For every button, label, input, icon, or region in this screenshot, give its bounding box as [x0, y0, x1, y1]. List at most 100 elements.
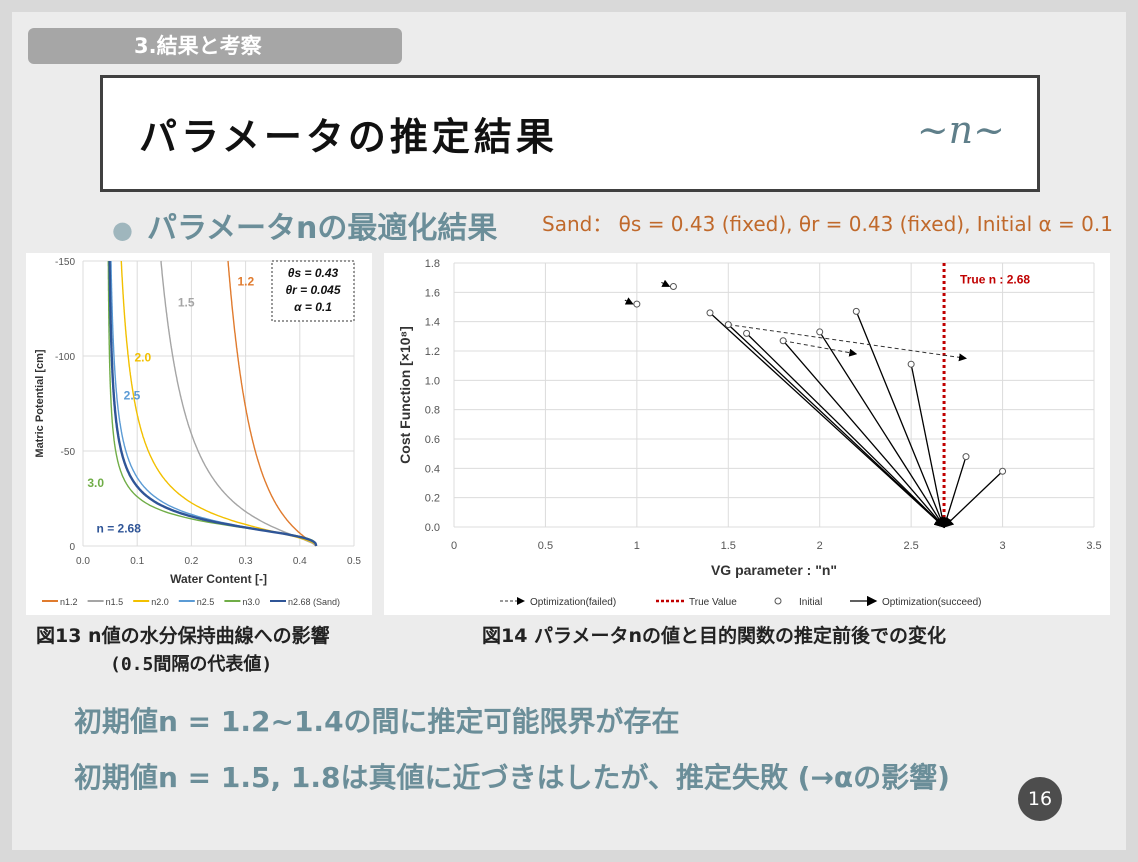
initial-point [907, 360, 915, 368]
x-axis-label: VG parameter : "n" [711, 562, 837, 578]
initial-point [962, 453, 970, 461]
curve-n1.2 [227, 260, 317, 547]
legend-label: n1.2 [60, 597, 78, 607]
y-tick-label: -150 [55, 257, 75, 268]
x-tick-label: 0.5 [538, 540, 553, 552]
initial-point [743, 329, 751, 337]
x-tick-label: 0.1 [130, 556, 144, 567]
curve-label: 3.0 [87, 476, 104, 490]
y-tick-label: 0.0 [425, 522, 440, 534]
figure-13-chart: 0.0 0.1 0.2 0.3 0.4 0.5 -150 -100 -50 0 Water Cont… [34, 257, 361, 607]
curve-n1.5 [160, 260, 317, 547]
success-arrow [727, 324, 946, 528]
true-value-label: True n : 2.68 [960, 273, 1030, 287]
x-tick-label: 2.5 [903, 540, 918, 552]
failed-mark [661, 279, 671, 287]
figure-13-caption-sub: (0.5間隔の代表値) [110, 654, 273, 675]
x-tick-label: 0.5 [347, 556, 361, 567]
y-axis-label: Matric Potential [cm] [34, 349, 46, 458]
figure-13-panel: 0.0 0.1 0.2 0.3 0.4 0.5 -150 -100 -50 0 Water Cont… [26, 253, 372, 615]
x-tick-label: 1 [634, 540, 640, 552]
x-tick-label: 2 [817, 540, 823, 552]
page-title: パラメータの推定結果 [139, 115, 558, 159]
y-tick-label: -100 [55, 352, 75, 363]
success-arrow [855, 311, 946, 529]
legend-label: Optimization(succeed) [882, 597, 981, 608]
figure-14-caption: 図14 パラメータnの値と目的関数の推定前後での変化 [482, 625, 947, 647]
curve-n2.68Sand [108, 261, 318, 547]
y-tick-label: 1.0 [425, 375, 440, 387]
params-text: α = 0.1 [294, 300, 332, 314]
y-tick-label: 0 [69, 542, 75, 553]
y-tick-label: 1.4 [425, 317, 440, 329]
legend-label: Optimization(failed) [530, 597, 616, 608]
params-text: θr = 0.045 [285, 283, 340, 297]
title-box: パラメータの推定結果 ~n~ [100, 75, 1040, 192]
y-tick-label: 0.6 [425, 434, 440, 446]
legend-label: n1.5 [106, 597, 124, 607]
initial-point [816, 328, 824, 336]
curve-n3.0 [107, 261, 317, 547]
x-tick-label: 3 [1000, 540, 1006, 552]
legend-label: n2.0 [151, 597, 169, 607]
success-arrow [746, 332, 945, 528]
y-tick-label: 0.4 [425, 463, 440, 475]
curve-label: 1.5 [178, 296, 195, 310]
initial-point [999, 467, 1007, 475]
title-variable: ~n~ [916, 108, 1005, 152]
success-arrow [910, 364, 948, 529]
curve-label: 1.2 [237, 275, 254, 289]
curve-n2.5 [110, 261, 317, 547]
legend-initial-swatch [774, 597, 782, 605]
legend-label: True Value [689, 597, 737, 608]
x-tick-label: 0 [451, 540, 457, 552]
figure-14-panel: 0.0 0.2 0.4 0.6 0.8 1.0 1.2 1.4 1.6 1.8 0 0.5 1 1.5 2 2… [384, 253, 1110, 615]
conclusion-2: 初期値n = 1.5, 1.8は真値に近づきはしたが、推定失敗 (→αの影響) [74, 761, 950, 794]
x-axis-label: Water Content [-] [170, 572, 267, 586]
success-arrow [782, 340, 945, 528]
y-tick-label: 0.8 [425, 405, 440, 417]
curve-label: 2.5 [124, 389, 141, 403]
legend-label: n2.68 (Sand) [288, 597, 340, 607]
sand-params: Sand： θs = 0.43 (fixed), θr = 0.43 (fixe… [542, 212, 1113, 236]
section-tag: 3.結果と考察 [28, 28, 402, 64]
initial-point [633, 300, 641, 308]
bullet-heading: ● パラメータnの最適化結果 [112, 203, 497, 247]
curve-label: n = 2.68 [97, 522, 142, 536]
failed-arrow [783, 340, 858, 357]
x-tick-label: 0.0 [76, 556, 90, 567]
figure-13-caption: 図13 n値の水分保持曲線への影響 [36, 625, 330, 647]
bullet-text: パラメータnの最適化結果 [146, 211, 498, 246]
bullet-dot-icon: ● [112, 216, 133, 244]
initial-point [779, 337, 787, 345]
initial-point [706, 309, 714, 317]
legend-label: n3.0 [242, 597, 260, 607]
initial-point [669, 282, 677, 290]
y-axis-label: Cost Function [×10⁸] [397, 326, 413, 464]
curve-label: 2.0 [134, 351, 151, 365]
x-tick-label: 0.4 [293, 556, 307, 567]
x-tick-label: 0.2 [184, 556, 198, 567]
success-arrow [709, 312, 946, 528]
legend-label: n2.5 [197, 597, 215, 607]
x-tick-label: 1.5 [721, 540, 736, 552]
y-tick-label: -50 [61, 447, 76, 458]
figure-14-chart: 0.0 0.2 0.4 0.6 0.8 1.0 1.2 1.4 1.6 1.8 0 0.5 1 1.5 2 2… [397, 258, 1102, 608]
params-box [271, 260, 355, 322]
success-arrow [941, 456, 967, 529]
y-tick-label: 1.8 [425, 258, 440, 270]
failed-mark [624, 297, 634, 305]
initial-point [852, 307, 860, 315]
y-tick-label: 0.2 [425, 493, 440, 505]
success-arrow [943, 470, 1004, 528]
x-tick-label: 0.3 [239, 556, 253, 567]
conclusion-1: 初期値n = 1.2~1.4の間に推定可能限界が存在 [74, 705, 680, 738]
x-tick-label: 3.5 [1086, 540, 1101, 552]
curve-n2.0 [120, 261, 317, 547]
success-arrow [819, 331, 945, 529]
legend-label: Initial [799, 597, 822, 608]
failed-arrow [728, 324, 967, 362]
y-tick-label: 1.2 [425, 346, 440, 358]
page-number: 16 [1018, 777, 1062, 821]
y-tick-label: 1.6 [425, 287, 440, 299]
